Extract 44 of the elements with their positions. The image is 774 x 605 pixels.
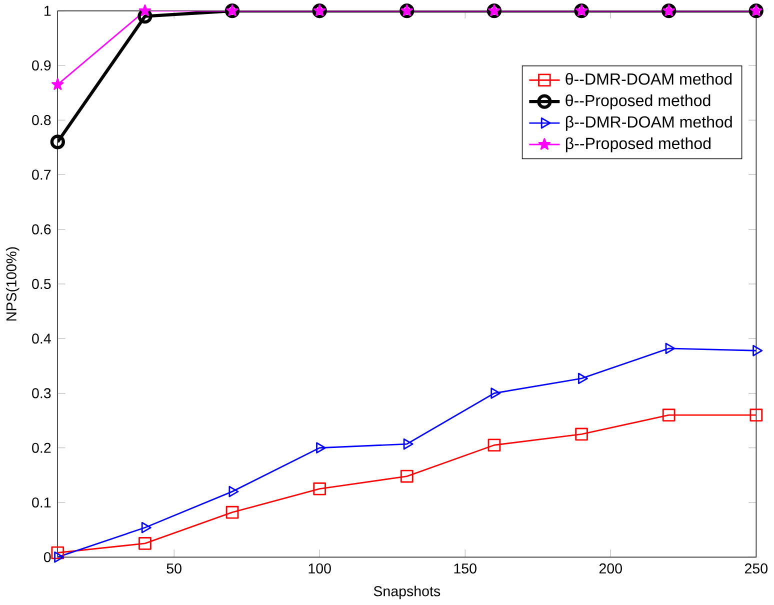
y-tick-label: 0.9 [32, 60, 51, 71]
point [138, 4, 152, 16]
legend-label: β--Proposed method [566, 137, 710, 152]
point [488, 438, 501, 452]
point [575, 428, 588, 441]
point [665, 342, 676, 354]
legend-label: θ--Proposed method [566, 94, 710, 110]
y-tick-label: 0.2 [32, 442, 51, 453]
y-tick-label: 0.5 [32, 278, 51, 290]
point [578, 372, 588, 384]
legend-label: β--DMR-DOAM method [566, 116, 732, 131]
y-tick-label: 0 [44, 552, 51, 562]
y-tick-label: 0.3 [32, 388, 51, 398]
y-tick-label: 0.6 [32, 224, 51, 234]
point [403, 438, 414, 450]
point [750, 408, 763, 422]
y-tick-label: 0.4 [32, 334, 51, 344]
point [490, 388, 501, 399]
y-tick-label: 0.1 [32, 497, 51, 508]
point [752, 344, 763, 356]
x-tick-label: 50 [166, 563, 182, 574]
y-tick-label: 0.7 [32, 170, 51, 180]
x-axis-title: Snapshots [374, 586, 440, 600]
y-tick-label: 1 [44, 6, 51, 16]
point [228, 486, 239, 498]
point [54, 551, 64, 563]
point [662, 408, 676, 422]
x-tick-label: 200 [599, 563, 622, 574]
point [316, 442, 326, 454]
x-tick-label: 250 [744, 563, 768, 574]
point [226, 506, 239, 519]
point [138, 537, 152, 550]
legend-label: θ--DMR-DOAM method [566, 72, 732, 85]
point [141, 522, 152, 534]
x-tick-label: 150 [454, 563, 476, 574]
point [400, 470, 414, 483]
y-axis-title: NPS(100%) [6, 247, 20, 320]
point [52, 78, 64, 90]
x-tick-label: 100 [308, 563, 331, 574]
y-tick-label: 0.8 [32, 115, 51, 126]
point [50, 134, 65, 150]
point [313, 482, 326, 496]
point [51, 546, 64, 560]
point [138, 8, 152, 24]
